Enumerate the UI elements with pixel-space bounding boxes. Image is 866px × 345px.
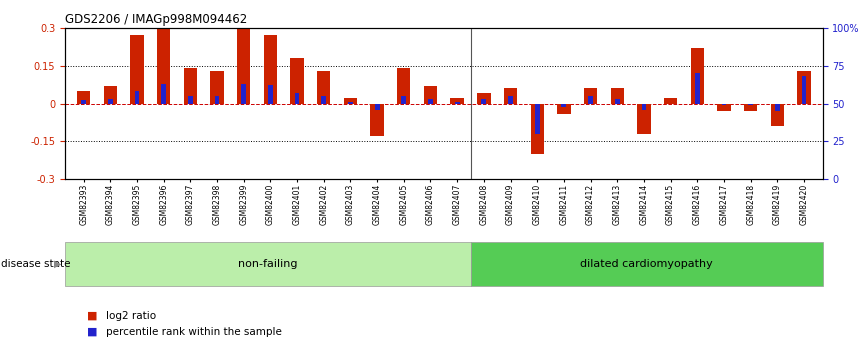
Bar — [771, 104, 784, 126]
Bar — [535, 104, 540, 134]
Text: disease state: disease state — [1, 259, 70, 269]
Bar — [81, 100, 86, 104]
Text: non-failing: non-failing — [238, 259, 298, 269]
Bar — [428, 99, 433, 103]
Bar — [397, 68, 410, 104]
Bar — [798, 71, 811, 104]
Bar — [423, 86, 437, 104]
Bar — [450, 98, 464, 104]
Text: percentile rank within the sample: percentile rank within the sample — [106, 327, 281, 337]
Text: GDS2206 / IMAGp998M094462: GDS2206 / IMAGp998M094462 — [65, 13, 247, 27]
Bar — [481, 99, 486, 103]
Bar — [642, 104, 646, 110]
Bar — [134, 91, 139, 104]
Bar — [721, 104, 727, 105]
Bar — [802, 76, 806, 104]
Bar — [615, 99, 620, 103]
Bar — [344, 98, 357, 104]
Bar — [455, 102, 460, 103]
Bar — [77, 91, 90, 103]
Bar — [531, 104, 544, 154]
Bar — [717, 104, 731, 111]
Bar — [637, 104, 650, 134]
Bar — [65, 241, 470, 286]
Text: ▶: ▶ — [54, 259, 61, 269]
Text: ■: ■ — [87, 311, 97, 321]
Bar — [161, 84, 166, 104]
Bar — [402, 96, 406, 104]
Bar — [470, 241, 823, 286]
Bar — [508, 96, 513, 104]
Bar — [104, 86, 117, 104]
Text: dilated cardiomyopathy: dilated cardiomyopathy — [580, 259, 713, 269]
Bar — [317, 71, 331, 104]
Bar — [611, 88, 624, 104]
Bar — [242, 84, 246, 104]
Bar — [371, 104, 384, 136]
Bar — [775, 104, 779, 111]
Bar — [504, 88, 517, 104]
Bar — [210, 71, 223, 104]
Text: log2 ratio: log2 ratio — [106, 311, 156, 321]
Text: ■: ■ — [87, 327, 97, 337]
Bar — [744, 104, 758, 111]
Bar — [584, 88, 598, 104]
Bar — [108, 99, 113, 103]
Bar — [588, 96, 593, 104]
Bar — [690, 48, 704, 104]
Bar — [290, 58, 304, 104]
Bar — [264, 35, 277, 104]
Bar — [130, 35, 144, 104]
Bar — [268, 85, 273, 104]
Bar — [157, 28, 171, 104]
Bar — [477, 93, 490, 104]
Bar — [375, 104, 379, 110]
Bar — [557, 104, 571, 114]
Bar — [188, 96, 193, 104]
Bar — [748, 104, 753, 105]
Bar — [695, 73, 700, 104]
Bar — [321, 96, 326, 104]
Bar — [237, 28, 250, 104]
Bar — [664, 98, 677, 104]
Bar — [215, 96, 219, 104]
Bar — [348, 102, 352, 103]
Bar — [294, 93, 300, 104]
Bar — [561, 104, 566, 107]
Bar — [184, 68, 197, 104]
